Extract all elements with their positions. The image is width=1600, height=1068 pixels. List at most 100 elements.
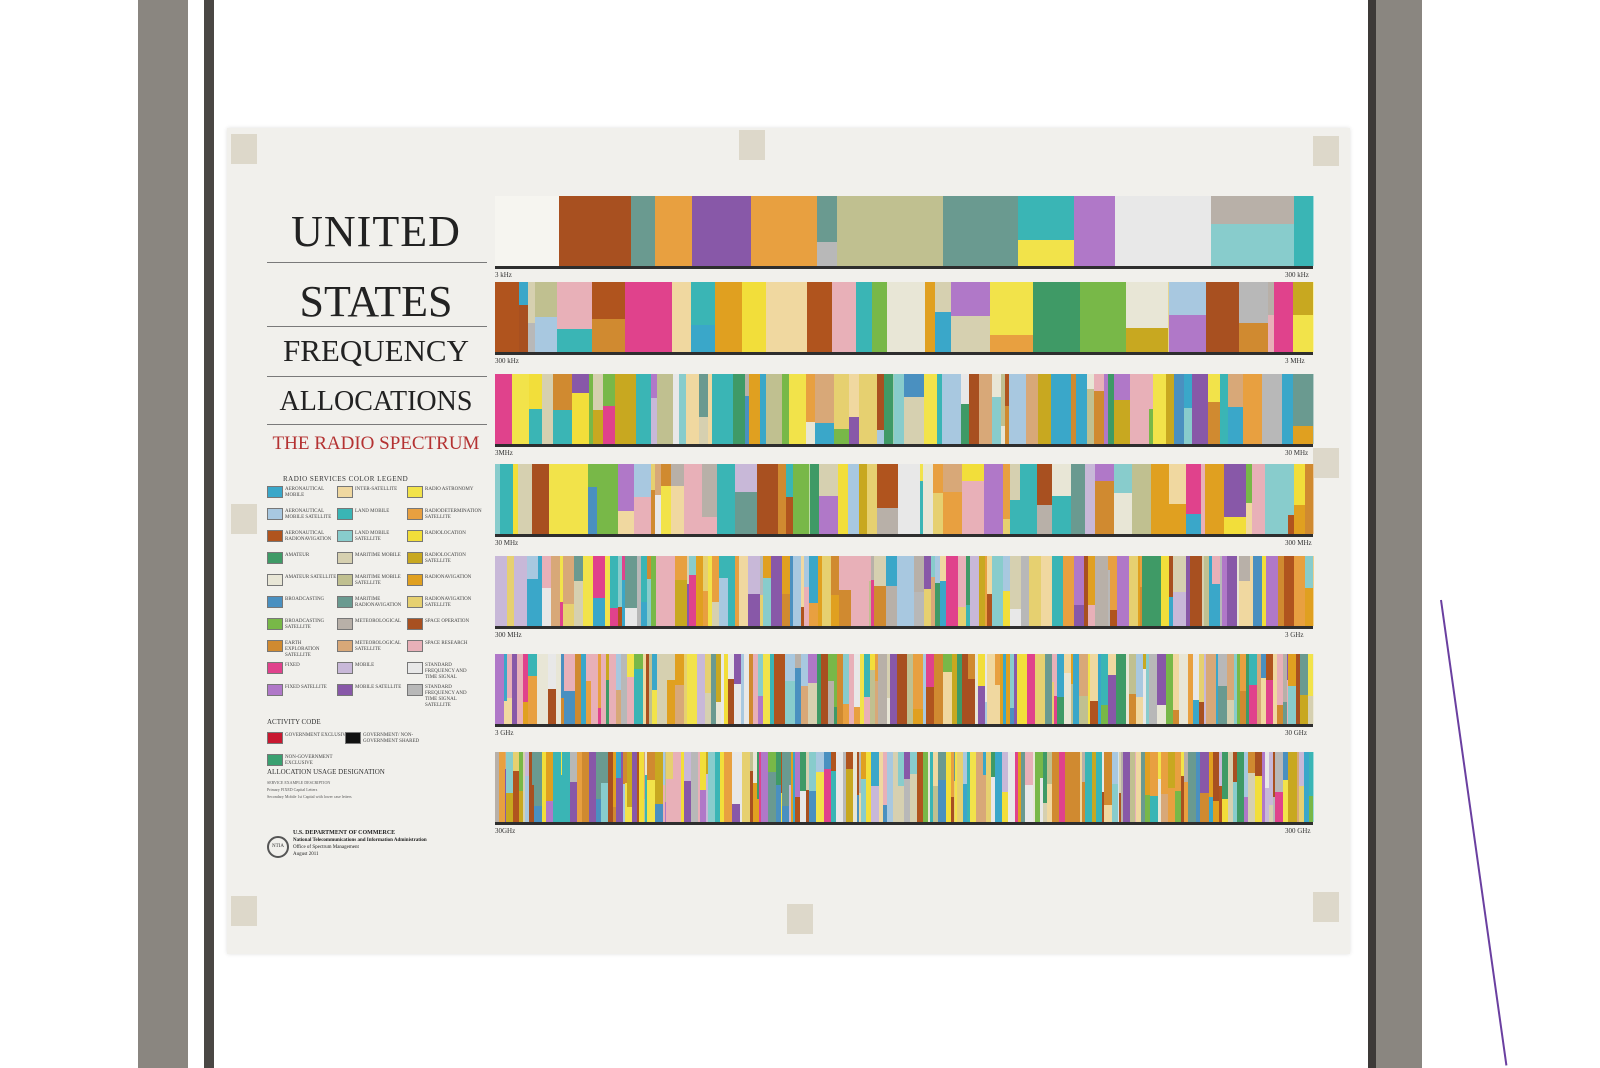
allocation-subsegment [532, 785, 534, 822]
allocation-subsegment [601, 752, 609, 783]
allocation-segment [1168, 282, 1208, 352]
legend-swatch [337, 684, 353, 696]
allocation-subsegment [1264, 464, 1277, 502]
allocation-subsegment [804, 556, 810, 588]
allocation-subsegment [809, 556, 819, 603]
allocation-subsegment [603, 374, 615, 407]
legend-label: RADIONAVIGATION [425, 575, 472, 580]
title-rule [267, 376, 487, 377]
allocation-subsegment [570, 752, 578, 783]
allocation-subsegment [593, 556, 605, 599]
allocation-subsegment [625, 608, 637, 626]
allocation-segment [962, 464, 986, 534]
band-start-label: 300 MHz [495, 631, 522, 639]
allocation-subsegment [1244, 752, 1248, 798]
allocation-segment [1308, 752, 1314, 822]
allocation-subsegment [699, 789, 706, 822]
allocation-subsegment [715, 702, 722, 724]
subtitle-radio-spectrum: THE RADIO SPECTRUM [272, 433, 480, 454]
legend-swatch [337, 508, 353, 520]
allocation-subsegment [1287, 515, 1295, 534]
allocation-segment [984, 464, 1004, 534]
allocation-subsegment [1180, 776, 1185, 822]
allocation-subsegment [506, 698, 512, 724]
allocation-subsegment [561, 654, 565, 699]
allocation-segment [572, 374, 590, 444]
allocation-subsegment [605, 654, 609, 681]
allocation-subsegment [1227, 407, 1243, 444]
allocation-subsegment [1003, 556, 1011, 592]
allocation-subsegment [1223, 516, 1247, 534]
allocation-subsegment [674, 654, 684, 686]
allocation-subsegment [887, 654, 890, 699]
legend-swatch [407, 618, 423, 630]
allocation-segment [751, 196, 819, 266]
allocation-subsegment [1266, 679, 1273, 724]
legend-label: SPACE OPERATION [425, 619, 470, 624]
title-states: STATES [299, 277, 453, 326]
allocation-subsegment [703, 556, 709, 591]
allocation-subsegment [735, 491, 758, 534]
allocation-subsegment [785, 654, 796, 682]
allocation-subsegment [1107, 556, 1111, 571]
allocation-subsegment [1268, 804, 1274, 822]
allocation-subsegment [1305, 556, 1313, 588]
ntia-logo: NTIA [267, 836, 289, 858]
department-credit: U.S. DEPARTMENT OF COMMERCE National Tel… [293, 830, 427, 858]
allocation-subsegment [587, 486, 598, 534]
allocation-subsegment [1070, 684, 1073, 724]
allocation-subsegment [994, 685, 1000, 724]
allocation-subsegment [957, 607, 967, 626]
allocation-subsegment [665, 801, 667, 822]
allocation-subsegment [1018, 239, 1074, 266]
legend-swatch [337, 530, 353, 542]
allocation-segment [836, 196, 945, 266]
allocation-subsegment [910, 773, 917, 822]
allocation-subsegment [592, 282, 626, 320]
allocation-subsegment [1232, 782, 1237, 822]
allocation-subsegment [1010, 609, 1021, 626]
allocation-subsegment [903, 752, 911, 779]
allocation-subsegment [762, 556, 772, 578]
allocation-segment [1273, 282, 1294, 352]
allocation-segment [1265, 556, 1280, 626]
spectrum-band [495, 752, 1314, 822]
allocation-segment [1073, 196, 1117, 266]
allocation-subsegment [1308, 795, 1313, 822]
allocation-segment [549, 464, 567, 534]
allocation-segment [1305, 556, 1314, 626]
tape [1313, 892, 1339, 922]
legend-swatch [267, 640, 283, 652]
band-start-label: 300 kHz [495, 357, 519, 365]
allocation-subsegment [788, 784, 792, 822]
allocation-subsegment [1212, 800, 1220, 822]
band-start-label: 30 MHz [495, 539, 519, 547]
allocation-subsegment [757, 752, 760, 800]
allocation-subsegment [598, 708, 601, 724]
allocation-segment [597, 464, 619, 534]
allocation-subsegment [529, 374, 542, 409]
allocation-segment [500, 464, 515, 534]
allocation-subsegment [504, 752, 507, 769]
allocation-segment [686, 374, 701, 444]
allocation-subsegment [1104, 804, 1113, 822]
allocation-subsegment [564, 654, 575, 691]
allocation-subsegment [886, 586, 898, 626]
title-frequency: FREQUENCY [282, 333, 469, 368]
legend-swatch [337, 662, 353, 674]
allocation-subsegment [741, 680, 745, 724]
allocation-subsegment [935, 583, 940, 626]
allocation-segment [942, 464, 964, 534]
allocation-subsegment [1157, 752, 1162, 779]
allocation-subsegment [574, 580, 584, 626]
allocation-subsegment [889, 654, 897, 690]
allocation-subsegment [645, 774, 648, 822]
allocation-subsegment [547, 654, 557, 690]
allocation-subsegment [1025, 752, 1033, 785]
allocation-subsegment [1212, 583, 1220, 626]
allocation-subsegment [1118, 792, 1122, 822]
legend-label: MARITIME MOBILE SATELLITE [355, 575, 401, 586]
allocation-subsegment [646, 556, 651, 580]
allocation-subsegment [1073, 556, 1084, 605]
spectrum-band [495, 282, 1314, 352]
